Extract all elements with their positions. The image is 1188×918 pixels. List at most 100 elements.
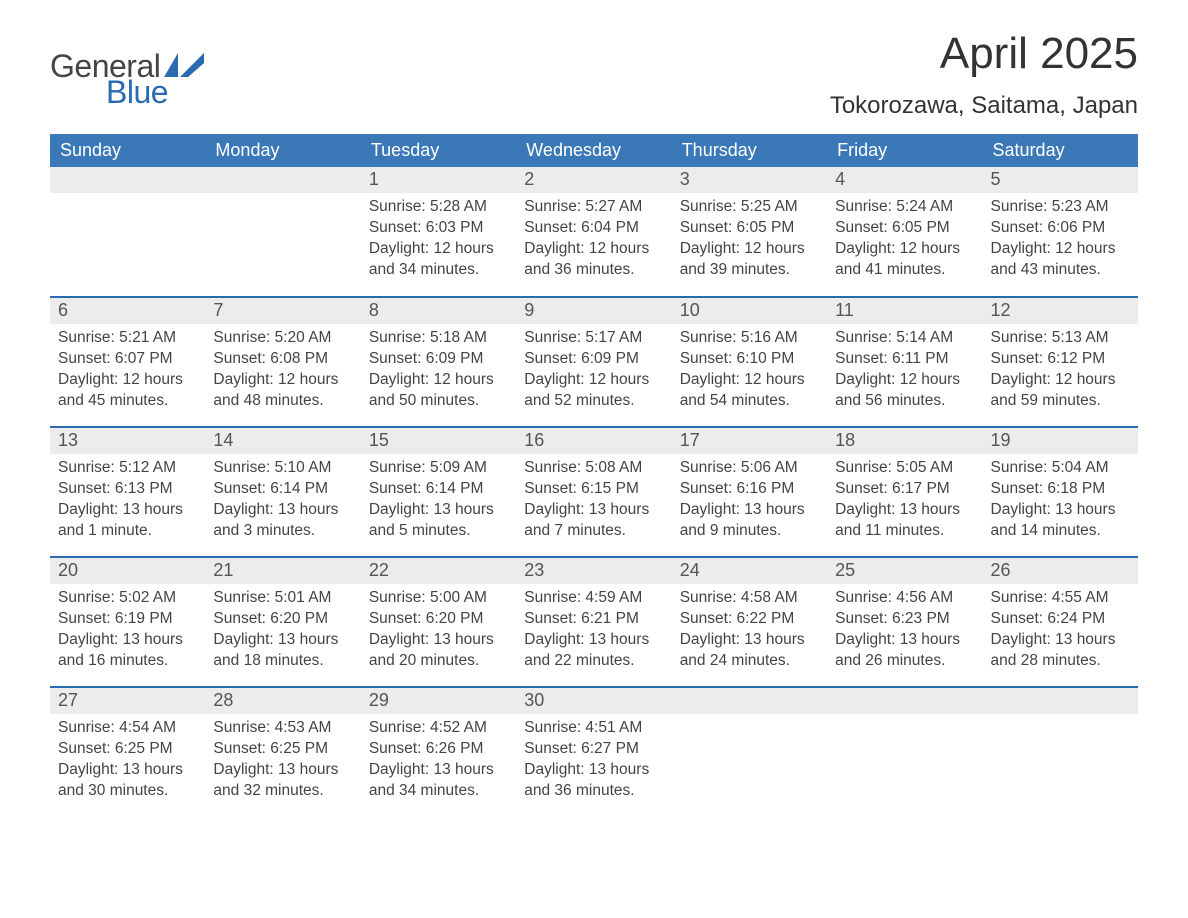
day-info-line: Sunset: 6:07 PM <box>58 349 197 370</box>
day-body: Sunrise: 5:13 AMSunset: 6:12 PMDaylight:… <box>983 324 1138 418</box>
day-body: Sunrise: 5:02 AMSunset: 6:19 PMDaylight:… <box>50 584 205 678</box>
day-info-line: Daylight: 13 hours and 1 minute. <box>58 500 197 542</box>
day-info-line: Daylight: 13 hours and 22 minutes. <box>524 630 663 672</box>
calendar-head: Sunday Monday Tuesday Wednesday Thursday… <box>50 134 1138 167</box>
day-info-line: Sunset: 6:03 PM <box>369 218 508 239</box>
day-info-line: Sunrise: 4:59 AM <box>524 588 663 609</box>
day-body: Sunrise: 5:06 AMSunset: 6:16 PMDaylight:… <box>672 454 827 548</box>
calendar-cell: 25Sunrise: 4:56 AMSunset: 6:23 PMDayligh… <box>827 557 982 687</box>
day-info-line: Sunset: 6:21 PM <box>524 609 663 630</box>
day-info-line: Sunset: 6:09 PM <box>524 349 663 370</box>
day-header: Friday <box>827 134 982 167</box>
day-header-row: Sunday Monday Tuesday Wednesday Thursday… <box>50 134 1138 167</box>
day-info-line: Daylight: 12 hours and 45 minutes. <box>58 370 197 412</box>
day-info-line: Daylight: 13 hours and 11 minutes. <box>835 500 974 542</box>
day-number: 17 <box>672 428 827 454</box>
day-info-line: Sunset: 6:27 PM <box>524 739 663 760</box>
calendar-cell: 23Sunrise: 4:59 AMSunset: 6:21 PMDayligh… <box>516 557 671 687</box>
day-body: Sunrise: 5:10 AMSunset: 6:14 PMDaylight:… <box>205 454 360 548</box>
day-number: 21 <box>205 558 360 584</box>
day-info-line: Sunrise: 5:18 AM <box>369 328 508 349</box>
day-info-line: Sunrise: 4:58 AM <box>680 588 819 609</box>
day-info-line: Daylight: 13 hours and 34 minutes. <box>369 760 508 802</box>
logo: General Blue <box>50 30 204 108</box>
day-body: Sunrise: 4:59 AMSunset: 6:21 PMDaylight:… <box>516 584 671 678</box>
calendar-cell <box>50 167 205 297</box>
day-number <box>983 688 1138 714</box>
day-body: Sunrise: 4:58 AMSunset: 6:22 PMDaylight:… <box>672 584 827 678</box>
day-header: Thursday <box>672 134 827 167</box>
calendar-cell: 8Sunrise: 5:18 AMSunset: 6:09 PMDaylight… <box>361 297 516 427</box>
calendar-cell: 16Sunrise: 5:08 AMSunset: 6:15 PMDayligh… <box>516 427 671 557</box>
day-info-line: Sunset: 6:13 PM <box>58 479 197 500</box>
calendar-cell: 4Sunrise: 5:24 AMSunset: 6:05 PMDaylight… <box>827 167 982 297</box>
day-number: 15 <box>361 428 516 454</box>
day-info-line: Sunset: 6:05 PM <box>680 218 819 239</box>
day-info-line: Daylight: 13 hours and 28 minutes. <box>991 630 1130 672</box>
day-info-line: Sunrise: 5:09 AM <box>369 458 508 479</box>
day-info-line: Sunset: 6:08 PM <box>213 349 352 370</box>
day-number: 27 <box>50 688 205 714</box>
day-number: 26 <box>983 558 1138 584</box>
day-info-line: Sunrise: 4:55 AM <box>991 588 1130 609</box>
day-header: Saturday <box>983 134 1138 167</box>
day-body: Sunrise: 5:05 AMSunset: 6:17 PMDaylight:… <box>827 454 982 548</box>
day-info-line: Daylight: 13 hours and 24 minutes. <box>680 630 819 672</box>
day-number: 1 <box>361 167 516 193</box>
day-info-line: Daylight: 13 hours and 20 minutes. <box>369 630 508 672</box>
calendar-cell: 27Sunrise: 4:54 AMSunset: 6:25 PMDayligh… <box>50 687 205 817</box>
day-info-line: Sunrise: 5:08 AM <box>524 458 663 479</box>
day-info-line: Daylight: 12 hours and 56 minutes. <box>835 370 974 412</box>
day-number: 20 <box>50 558 205 584</box>
day-number <box>205 167 360 193</box>
day-info-line: Daylight: 13 hours and 14 minutes. <box>991 500 1130 542</box>
day-body <box>672 714 827 724</box>
calendar-cell: 2Sunrise: 5:27 AMSunset: 6:04 PMDaylight… <box>516 167 671 297</box>
day-info-line: Sunrise: 5:20 AM <box>213 328 352 349</box>
day-header: Sunday <box>50 134 205 167</box>
day-number: 16 <box>516 428 671 454</box>
day-info-line: Sunset: 6:20 PM <box>369 609 508 630</box>
calendar-table: Sunday Monday Tuesday Wednesday Thursday… <box>50 134 1138 817</box>
day-info-line: Daylight: 13 hours and 26 minutes. <box>835 630 974 672</box>
calendar-cell: 19Sunrise: 5:04 AMSunset: 6:18 PMDayligh… <box>983 427 1138 557</box>
day-info-line: Sunrise: 5:28 AM <box>369 197 508 218</box>
day-number: 8 <box>361 298 516 324</box>
day-info-line: Daylight: 12 hours and 39 minutes. <box>680 239 819 281</box>
page-header: General Blue April 2025 Tokorozawa, Sait… <box>50 30 1138 120</box>
calendar-cell: 28Sunrise: 4:53 AMSunset: 6:25 PMDayligh… <box>205 687 360 817</box>
day-number: 4 <box>827 167 982 193</box>
day-info-line: Sunset: 6:14 PM <box>369 479 508 500</box>
day-number: 28 <box>205 688 360 714</box>
day-info-line: Daylight: 12 hours and 48 minutes. <box>213 370 352 412</box>
day-info-line: Sunset: 6:22 PM <box>680 609 819 630</box>
day-info-line: Sunset: 6:23 PM <box>835 609 974 630</box>
day-number: 25 <box>827 558 982 584</box>
day-info-line: Daylight: 13 hours and 3 minutes. <box>213 500 352 542</box>
day-number: 24 <box>672 558 827 584</box>
calendar-cell: 14Sunrise: 5:10 AMSunset: 6:14 PMDayligh… <box>205 427 360 557</box>
day-info-line: Sunrise: 5:00 AM <box>369 588 508 609</box>
day-info-line: Sunrise: 5:16 AM <box>680 328 819 349</box>
day-number: 11 <box>827 298 982 324</box>
day-body: Sunrise: 5:00 AMSunset: 6:20 PMDaylight:… <box>361 584 516 678</box>
day-info-line: Sunrise: 5:14 AM <box>835 328 974 349</box>
calendar-cell: 13Sunrise: 5:12 AMSunset: 6:13 PMDayligh… <box>50 427 205 557</box>
day-body: Sunrise: 5:23 AMSunset: 6:06 PMDaylight:… <box>983 193 1138 287</box>
day-info-line: Daylight: 12 hours and 59 minutes. <box>991 370 1130 412</box>
day-info-line: Sunrise: 5:01 AM <box>213 588 352 609</box>
day-body: Sunrise: 5:27 AMSunset: 6:04 PMDaylight:… <box>516 193 671 287</box>
day-header: Tuesday <box>361 134 516 167</box>
day-info-line: Sunrise: 5:23 AM <box>991 197 1130 218</box>
calendar-cell: 18Sunrise: 5:05 AMSunset: 6:17 PMDayligh… <box>827 427 982 557</box>
day-number: 10 <box>672 298 827 324</box>
day-number: 29 <box>361 688 516 714</box>
day-body: Sunrise: 5:20 AMSunset: 6:08 PMDaylight:… <box>205 324 360 418</box>
day-body: Sunrise: 5:25 AMSunset: 6:05 PMDaylight:… <box>672 193 827 287</box>
day-info-line: Sunset: 6:11 PM <box>835 349 974 370</box>
day-info-line: Daylight: 13 hours and 32 minutes. <box>213 760 352 802</box>
calendar-cell: 22Sunrise: 5:00 AMSunset: 6:20 PMDayligh… <box>361 557 516 687</box>
day-info-line: Sunrise: 5:04 AM <box>991 458 1130 479</box>
calendar-cell: 20Sunrise: 5:02 AMSunset: 6:19 PMDayligh… <box>50 557 205 687</box>
day-body: Sunrise: 4:51 AMSunset: 6:27 PMDaylight:… <box>516 714 671 808</box>
